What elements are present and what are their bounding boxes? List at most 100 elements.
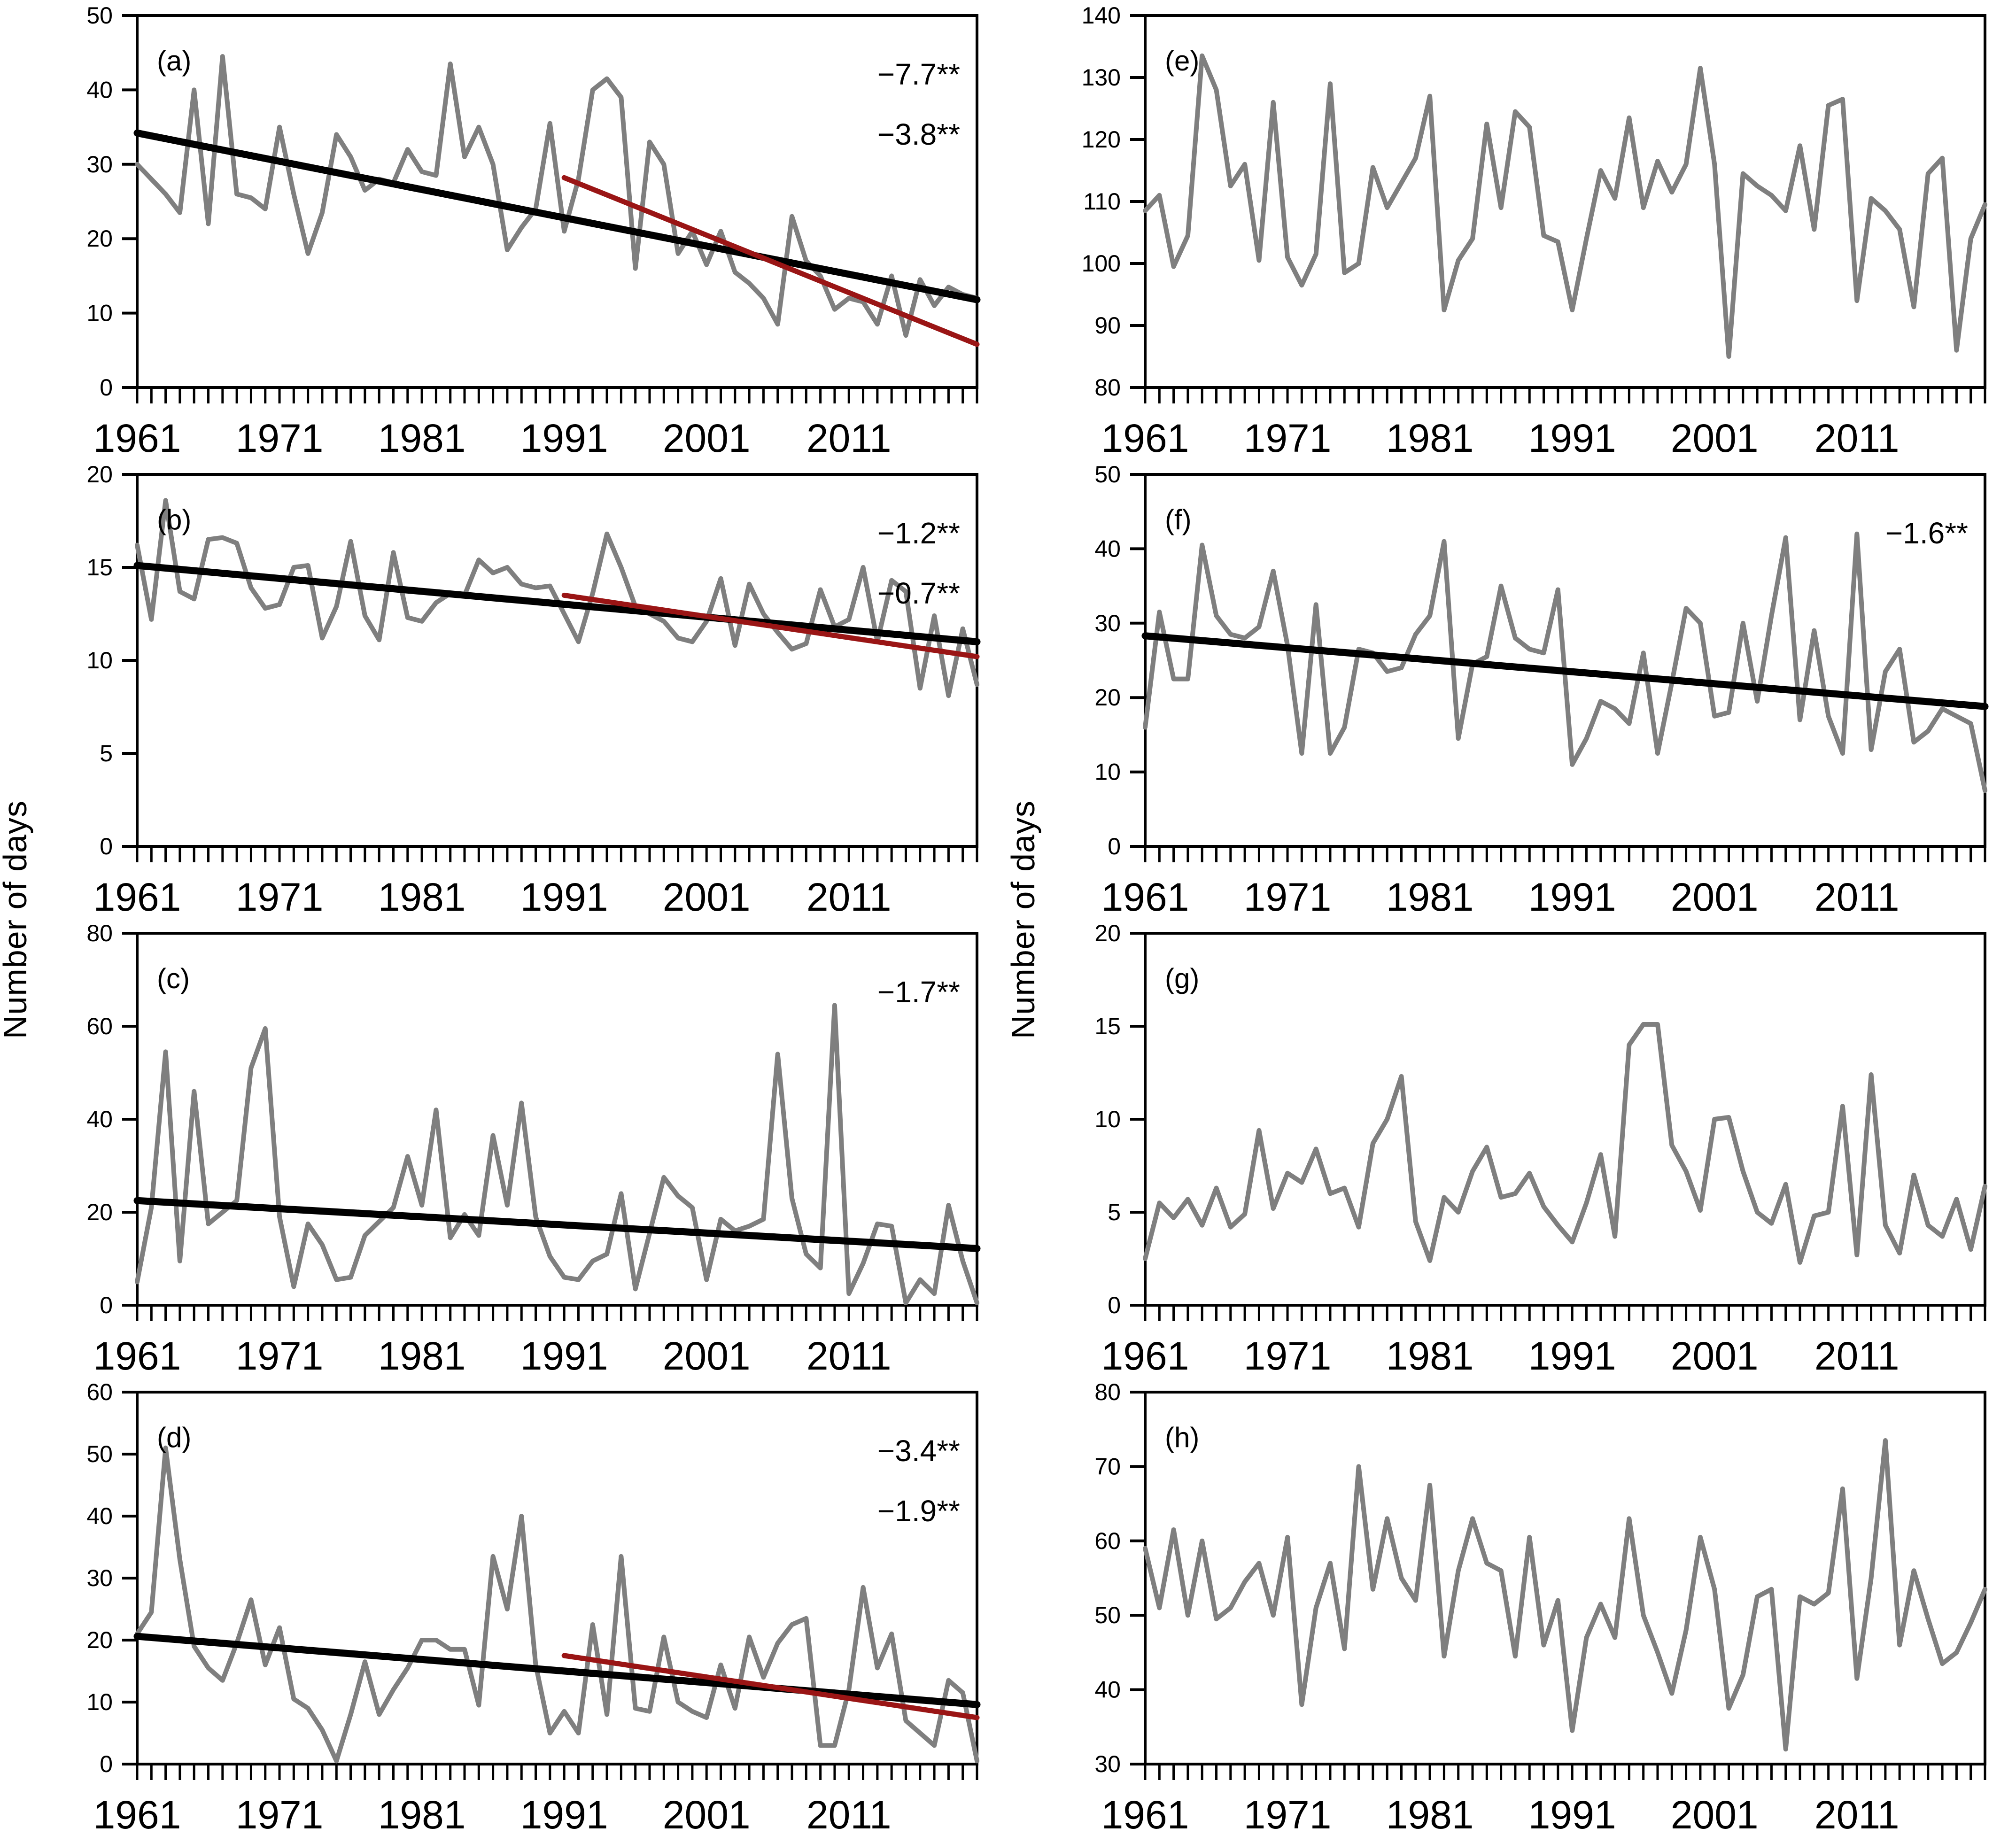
y-tick-label: 130 xyxy=(1082,64,1121,91)
x-tick-label: 1961 xyxy=(93,1334,181,1378)
y-tick-label: 90 xyxy=(1094,312,1121,339)
y-axis: 0 5 10 15 20 xyxy=(86,461,137,859)
series-line xyxy=(135,1003,979,1306)
chart-h: 30 40 50 60 70 80 1961 1971 1981 1991 2001 2011 (h) xyxy=(1094,1379,1987,1835)
y-tick-label: 80 xyxy=(86,920,113,946)
series-line xyxy=(135,498,979,698)
panel-letter: (g) xyxy=(1165,963,1199,994)
x-tick-label: 1981 xyxy=(378,416,466,460)
panel-f: 0 10 20 30 40 50 1961 1971 1981 1991 2001 2011 (f) −1… xyxy=(1008,459,2016,919)
y-tick-label: 50 xyxy=(86,1441,113,1467)
x-tick-label: 1961 xyxy=(93,416,181,460)
x-tick-label: 2001 xyxy=(663,875,751,919)
plot-border xyxy=(1144,14,1986,389)
y-tick-label: 60 xyxy=(1094,1528,1121,1554)
y-tick-label: 20 xyxy=(1094,684,1121,711)
panel-letter: (c) xyxy=(157,963,190,994)
x-axis: 1961 1971 1981 1991 2001 2011 xyxy=(93,387,978,460)
x-tick-label: 2001 xyxy=(1671,1793,1759,1835)
trend-1991-2020 xyxy=(561,1653,980,1720)
x-tick-label: 1971 xyxy=(236,1334,324,1378)
x-tick-label: 1971 xyxy=(236,875,324,919)
x-tick-label: 2011 xyxy=(1814,1334,1900,1378)
y-tick-label: 0 xyxy=(1108,833,1121,859)
x-tick-label: 2011 xyxy=(806,416,892,460)
y-tick-label: 60 xyxy=(86,1379,113,1405)
y-tick-label: 50 xyxy=(1094,461,1121,488)
x-tick-label: 2011 xyxy=(1814,1793,1900,1835)
y-axis: 0 10 20 30 40 50 60 xyxy=(86,1379,137,1777)
x-tick-label: 1981 xyxy=(378,1793,466,1835)
x-tick-label: 2011 xyxy=(1814,875,1900,919)
x-tick-label: 2001 xyxy=(663,416,751,460)
x-axis: 1961 1971 1981 1991 2001 2011 xyxy=(93,1305,978,1378)
x-axis: 1961 1971 1981 1991 2001 2011 xyxy=(1101,1764,1986,1835)
plot-border xyxy=(136,1391,978,1765)
y-tick-label: 20 xyxy=(1094,920,1121,946)
y-tick-label: 60 xyxy=(86,1013,113,1039)
y-tick-label: 40 xyxy=(86,1503,113,1529)
x-tick-label: 1981 xyxy=(1386,416,1474,460)
chart-b: 0 5 10 15 20 1961 1971 1981 1991 2001 2011 (b) −1.2*… xyxy=(86,461,981,919)
y-axis: 80 90 100 110 120 130 140 xyxy=(1082,2,1145,401)
x-tick-label: 1971 xyxy=(1244,875,1332,919)
trend-annotation: −3.4** xyxy=(877,1434,960,1468)
panel-letter: (d) xyxy=(157,1422,191,1453)
trend-1961-2020 xyxy=(133,1197,981,1252)
y-tick-label: 10 xyxy=(1094,759,1121,785)
y-tick-label: 30 xyxy=(86,151,113,178)
x-axis: 1961 1971 1981 1991 2001 2011 xyxy=(1101,387,1986,460)
panel-letter: (b) xyxy=(157,504,191,535)
trend-1991-2020 xyxy=(561,175,980,347)
y-tick-label: 0 xyxy=(1108,1292,1121,1318)
y-tick-label: 20 xyxy=(86,1627,113,1653)
y-tick-label: 80 xyxy=(1094,374,1121,401)
plot-border xyxy=(136,473,978,848)
x-tick-label: 1961 xyxy=(93,1793,181,1835)
y-tick-label: 5 xyxy=(1108,1199,1121,1225)
x-axis: 1961 1971 1981 1991 2001 2011 xyxy=(93,1764,978,1835)
y-axis: 0 10 20 30 40 50 xyxy=(86,2,137,401)
x-axis: 1961 1971 1981 1991 2001 2011 xyxy=(1101,1305,1986,1378)
x-tick-label: 1991 xyxy=(1528,1334,1616,1378)
x-tick-label: 1961 xyxy=(93,875,181,919)
y-tick-label: 30 xyxy=(1094,1751,1121,1777)
y-axis: 30 40 50 60 70 80 xyxy=(1094,1379,1145,1777)
y-tick-label: 80 xyxy=(1094,1379,1121,1405)
y-tick-label: 10 xyxy=(86,300,113,326)
y-tick-label: 15 xyxy=(86,554,113,581)
series-line xyxy=(135,54,979,338)
x-tick-label: 1961 xyxy=(1101,875,1189,919)
x-tick-label: 1961 xyxy=(1101,1334,1189,1378)
trend-annotation: −7.7** xyxy=(877,57,960,91)
y-tick-label: 40 xyxy=(86,1106,113,1132)
y-tick-label: 10 xyxy=(86,1689,113,1715)
y-tick-label: 10 xyxy=(1094,1106,1121,1132)
trend-1991-2020 xyxy=(561,592,980,659)
trend-1961-2020 xyxy=(133,129,981,303)
y-tick-label: 0 xyxy=(100,374,113,401)
panel-c: 0 20 40 60 80 1961 1971 1981 1991 2001 2011 (c) −1.7… xyxy=(0,918,1008,1378)
trend-annotation: −0.7** xyxy=(877,576,960,610)
chart-c: 0 20 40 60 80 1961 1971 1981 1991 2001 2011 (c) −1.7… xyxy=(86,920,981,1378)
chart-f: 0 10 20 30 40 50 1961 1971 1981 1991 2001 2011 (f) −1… xyxy=(1094,461,1989,919)
x-tick-label: 2011 xyxy=(806,875,892,919)
trend-annotation: −1.9** xyxy=(877,1494,960,1528)
chart-d: 0 10 20 30 40 50 60 1961 1971 1981 1991 2001 2011 (d)… xyxy=(86,1379,981,1835)
x-tick-label: 1981 xyxy=(378,875,466,919)
x-tick-label: 1991 xyxy=(520,1793,608,1835)
panel-letter: (h) xyxy=(1165,1422,1199,1453)
series-line xyxy=(1143,1438,1987,1752)
y-tick-label: 40 xyxy=(1094,535,1121,562)
y-tick-label: 50 xyxy=(86,2,113,29)
trend-1961-2020 xyxy=(133,1633,981,1708)
x-axis: 1961 1971 1981 1991 2001 2011 xyxy=(93,846,978,919)
x-tick-label: 1961 xyxy=(1101,416,1189,460)
x-tick-label: 1981 xyxy=(378,1334,466,1378)
y-tick-label: 30 xyxy=(1094,610,1121,636)
series-line xyxy=(135,1445,979,1764)
panel-d: 0 10 20 30 40 50 60 1961 1971 1981 1991 2001 2011 (d)… xyxy=(0,1377,1008,1835)
chart-a: 0 10 20 30 40 50 1961 1971 1981 1991 2001 2011 (a) −7… xyxy=(86,2,981,460)
trend-annotation: −3.8** xyxy=(877,117,960,151)
x-tick-label: 1991 xyxy=(1528,875,1616,919)
